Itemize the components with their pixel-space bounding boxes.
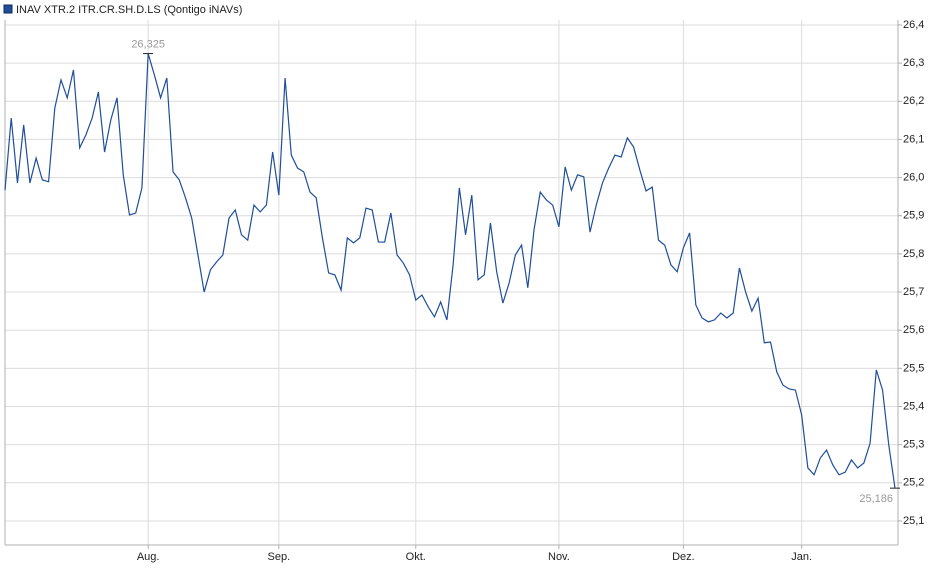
y-tick-label: 25,6 bbox=[903, 324, 924, 336]
x-tick-label: Jan. bbox=[791, 551, 812, 563]
data-line bbox=[4, 53, 896, 489]
y-tick-label: 25,9 bbox=[903, 210, 924, 222]
y-tick-label: 26,0 bbox=[903, 171, 924, 183]
y-tick-label: 25,1 bbox=[903, 515, 924, 527]
y-tick-label: 25,4 bbox=[903, 400, 924, 412]
y-tick-label: 26,4 bbox=[903, 19, 924, 31]
x-tick-label: Okt. bbox=[406, 551, 426, 563]
y-tick-label: 26,3 bbox=[903, 57, 924, 69]
y-tick-label: 25,2 bbox=[903, 477, 924, 489]
y-tick-label: 26,1 bbox=[903, 133, 924, 145]
y-tick-label: 25,3 bbox=[903, 439, 924, 451]
x-tick-label: Nov. bbox=[548, 551, 570, 563]
y-tick-label: 25,5 bbox=[903, 362, 924, 374]
y-tick-label: 25,7 bbox=[903, 286, 924, 298]
data-label: 25,186 bbox=[859, 493, 893, 505]
legend-label: INAV XTR.2 ITR.CR.SH.D.LS (Qontigo iNAVs… bbox=[16, 4, 242, 16]
data-label: 26,325 bbox=[131, 38, 165, 50]
legend-swatch bbox=[3, 4, 13, 14]
x-tick-label: Dez. bbox=[672, 551, 695, 563]
y-tick-label: 25,8 bbox=[903, 248, 924, 260]
x-tick-label: Aug. bbox=[137, 551, 160, 563]
x-tick-label: Sep. bbox=[268, 551, 291, 563]
y-tick-label: 26,2 bbox=[903, 95, 924, 107]
